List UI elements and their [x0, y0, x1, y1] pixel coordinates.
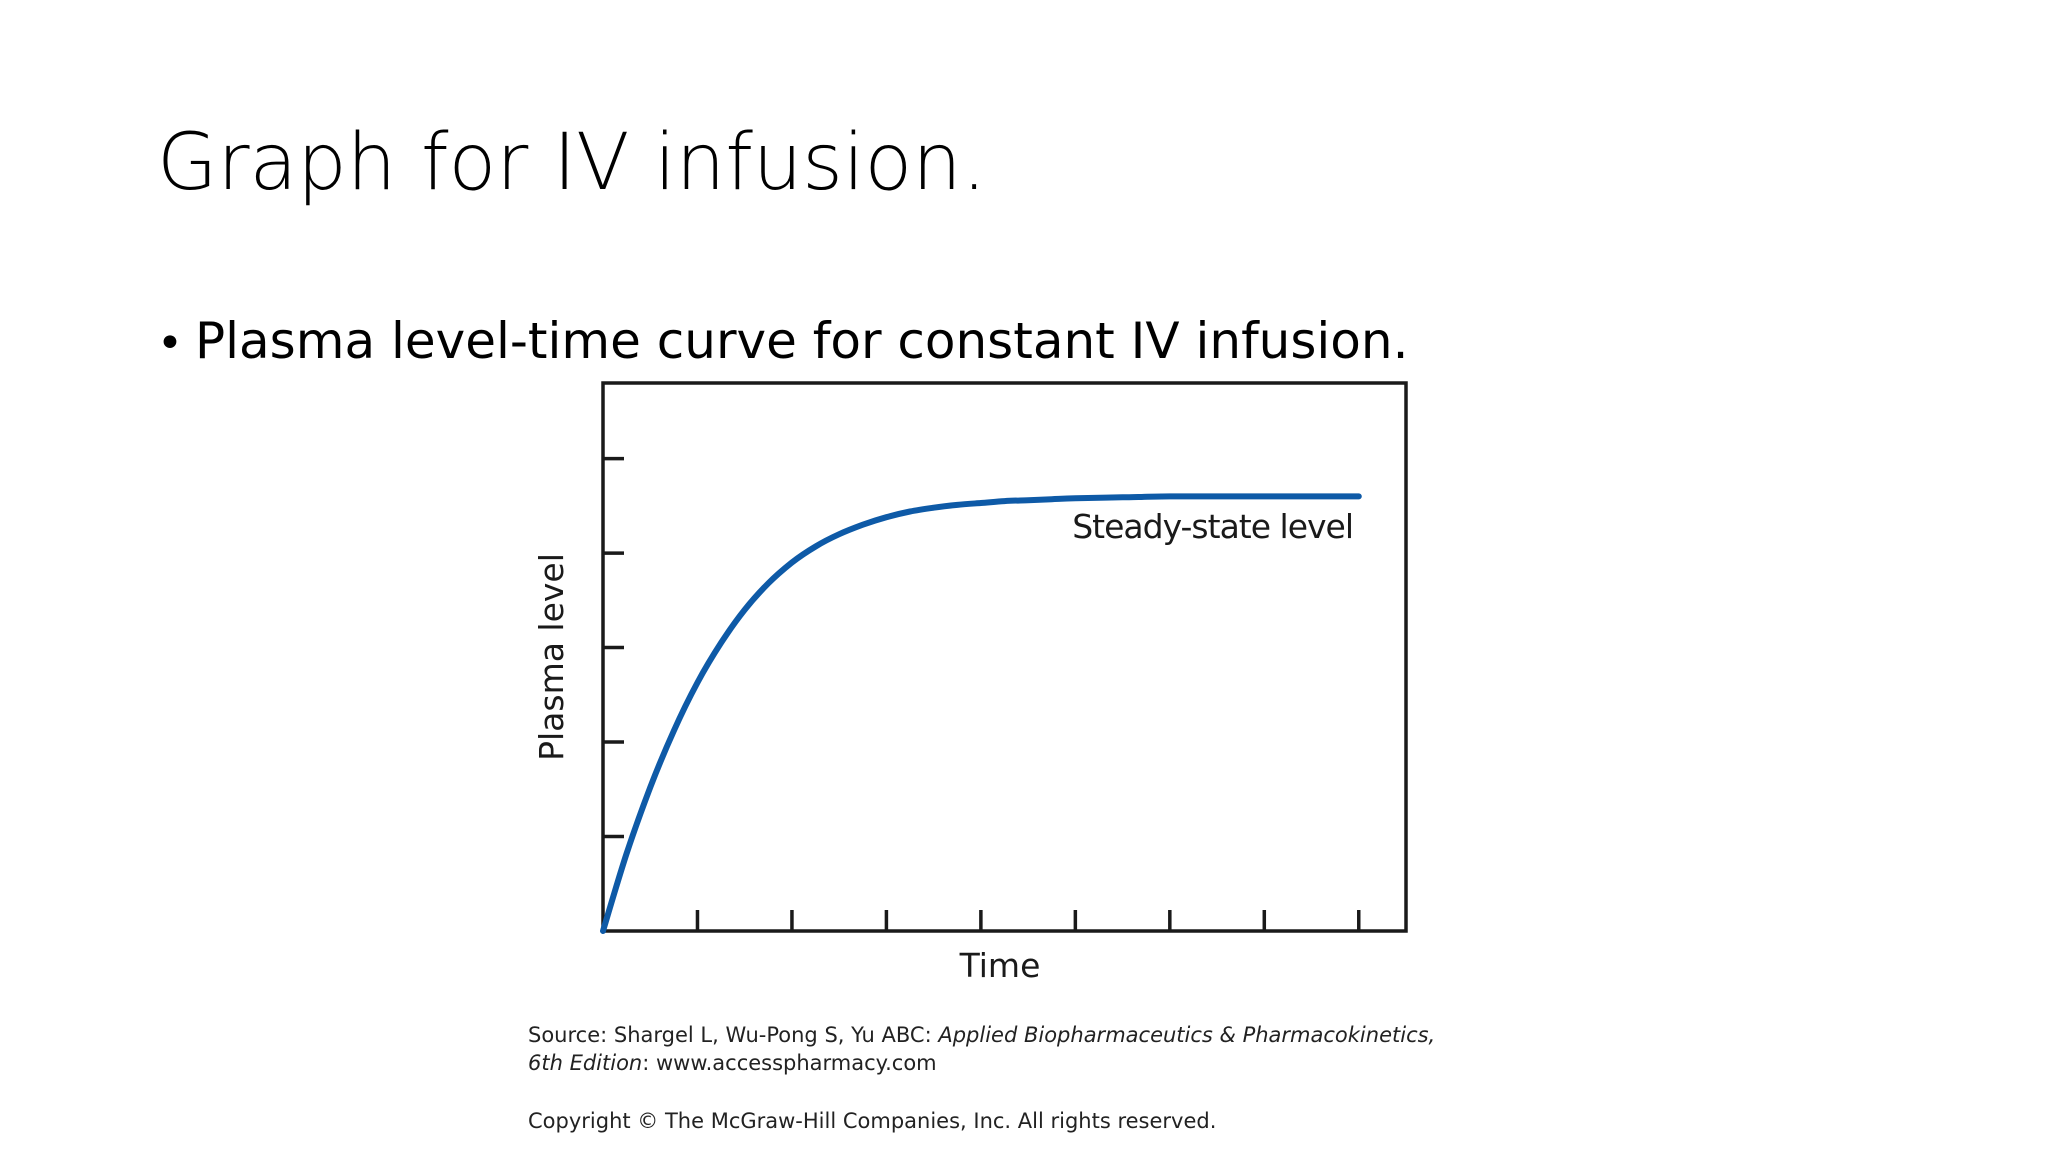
copyright-notice: Copyright © The McGraw-Hill Companies, I… [528, 1109, 1217, 1133]
steady-state-label: Steady-state level [1072, 507, 1353, 546]
source-prefix: Source: Shargel L, Wu-Pong S, Yu ABC: [528, 1023, 939, 1047]
y-axis-ticks [603, 456, 624, 839]
source-url: : www.accesspharmacy.com [642, 1051, 937, 1075]
plot-frame [601, 381, 1408, 933]
x-axis-label: Time [959, 946, 1041, 985]
source-edition: 6th Edition [528, 1051, 643, 1075]
source-citation: Source: Shargel L, Wu-Pong S, Yu ABC: Ap… [528, 1021, 1435, 1077]
y-axis-label: Plasma level [532, 553, 571, 761]
bullet-text: Plasma level-time curve for constant IV … [195, 312, 1409, 370]
slide-title: Graph for IV infusion. [157, 118, 987, 208]
bullet-item: • Plasma level-time curve for constant I… [157, 312, 1408, 370]
plasma-level-curve [600, 493, 1362, 934]
x-axis-ticks [695, 910, 1361, 931]
bullet-dot-icon: • [157, 318, 183, 369]
source-book-title: Applied Biopharmaceutics & Pharmacokinet… [938, 1023, 1436, 1047]
